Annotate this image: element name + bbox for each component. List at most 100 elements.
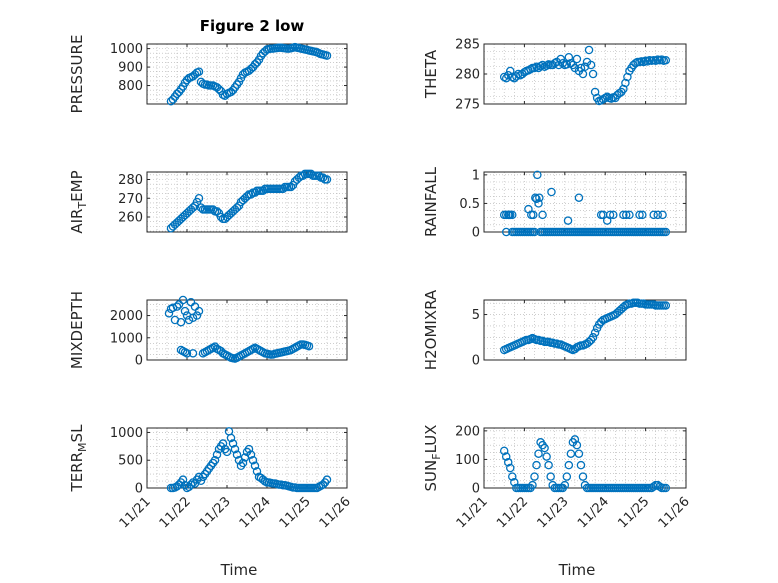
- data-point: [501, 452, 511, 461]
- y-tick-label: 1000: [110, 42, 143, 57]
- data-point: [609, 210, 618, 220]
- data-point: [322, 475, 332, 484]
- series-markers: [166, 169, 332, 233]
- x-axis-label: Time: [558, 561, 596, 579]
- y-tick-label: 0: [472, 226, 480, 241]
- data-point: [178, 475, 188, 484]
- data-point: [508, 472, 517, 481]
- data-point: [510, 478, 519, 487]
- data-point: [218, 439, 228, 448]
- y-tick-label: 0: [472, 482, 480, 497]
- data-point: [538, 210, 547, 220]
- series-markers: [499, 298, 671, 355]
- grid-lines: [484, 172, 686, 232]
- data-point: [542, 452, 551, 461]
- data-point: [314, 171, 324, 180]
- data-point: [572, 440, 582, 450]
- data-point: [182, 349, 192, 358]
- data-point: [532, 460, 541, 470]
- series-markers: [499, 170, 671, 237]
- data-point: [653, 210, 662, 220]
- axes-frame: [146, 427, 348, 489]
- y-tick-label: 1000: [110, 426, 143, 441]
- data-point: [248, 455, 258, 465]
- data-point: [250, 188, 260, 197]
- data-point: [635, 210, 644, 220]
- data-point: [246, 450, 256, 459]
- data-point: [580, 62, 590, 72]
- y-tick-label: 0: [135, 354, 143, 369]
- data-point: [530, 227, 539, 237]
- grid-lines: [484, 300, 686, 360]
- data-point: [304, 341, 314, 351]
- data-point: [194, 306, 204, 316]
- data-point: [226, 433, 236, 443]
- data-point: [588, 69, 598, 79]
- data-point: [661, 483, 671, 493]
- data-point: [625, 210, 634, 220]
- figure-title: Figure 2 low: [200, 17, 305, 35]
- data-point: [619, 210, 628, 220]
- y-tick-label: 100: [455, 453, 480, 468]
- y-axis-label: RAINFALL: [422, 166, 440, 237]
- data-point: [584, 45, 594, 55]
- data-point: [572, 54, 582, 64]
- data-point: [208, 205, 218, 214]
- data-point: [530, 472, 539, 481]
- data-point: [504, 210, 514, 220]
- y-axis-label: THETA: [422, 49, 440, 99]
- data-point: [196, 203, 206, 212]
- data-point: [534, 449, 543, 458]
- data-point: [621, 210, 631, 220]
- data-point: [194, 67, 204, 76]
- series-markers: [499, 45, 671, 106]
- data-point: [192, 311, 202, 320]
- y-axis-label: H2OMIXRA: [422, 289, 440, 370]
- data-point: [212, 207, 222, 216]
- data-point: [528, 480, 537, 490]
- data-point: [238, 458, 248, 468]
- data-point: [286, 182, 296, 192]
- data-point: [228, 439, 238, 448]
- data-point: [560, 480, 570, 490]
- data-point: [562, 472, 572, 481]
- y-tick-label: 2000: [110, 309, 143, 324]
- data-point: [605, 210, 615, 220]
- data-point: [547, 187, 556, 197]
- y-tick-label: 0.5: [459, 197, 480, 212]
- data-point: [318, 173, 328, 182]
- panel-air_temp: 260 270 280 AIRTEMP: [68, 169, 348, 234]
- panel-theta: 275 280 285 THETA: [422, 38, 687, 113]
- data-point: [570, 435, 580, 444]
- data-point: [638, 210, 647, 220]
- data-point: [556, 54, 566, 64]
- data-point: [322, 51, 332, 60]
- series-markers: [166, 42, 332, 106]
- y-tick-label: 500: [118, 454, 143, 469]
- y-tick-label: 0: [135, 482, 143, 497]
- y-tick-label: 275: [455, 98, 480, 113]
- data-point: [210, 455, 220, 465]
- data-point: [546, 472, 555, 481]
- series-markers: [164, 295, 314, 363]
- grid-lines: [147, 428, 347, 488]
- data-point: [501, 227, 511, 237]
- panel-rainfall: 0 0.5 1 RAINFALL: [422, 166, 687, 241]
- data-point: [576, 460, 586, 470]
- y-tick-label: 1000: [110, 331, 143, 346]
- y-tick-label: 5: [472, 308, 480, 323]
- data-point: [574, 193, 584, 202]
- y-axis-label: PRESSURE: [68, 35, 86, 114]
- data-point: [566, 449, 576, 458]
- data-point: [242, 192, 252, 201]
- axes-frame: [483, 299, 687, 361]
- data-point: [246, 190, 256, 199]
- data-point: [306, 169, 316, 179]
- data-point: [538, 60, 547, 70]
- axes-frame: [146, 43, 348, 105]
- panel-mixdepth: 0 1000 2000 MIXDEPTH: [68, 291, 348, 369]
- y-tick-label: 280: [118, 173, 143, 188]
- data-point: [661, 55, 671, 65]
- data-point: [588, 333, 598, 342]
- data-point: [564, 460, 574, 470]
